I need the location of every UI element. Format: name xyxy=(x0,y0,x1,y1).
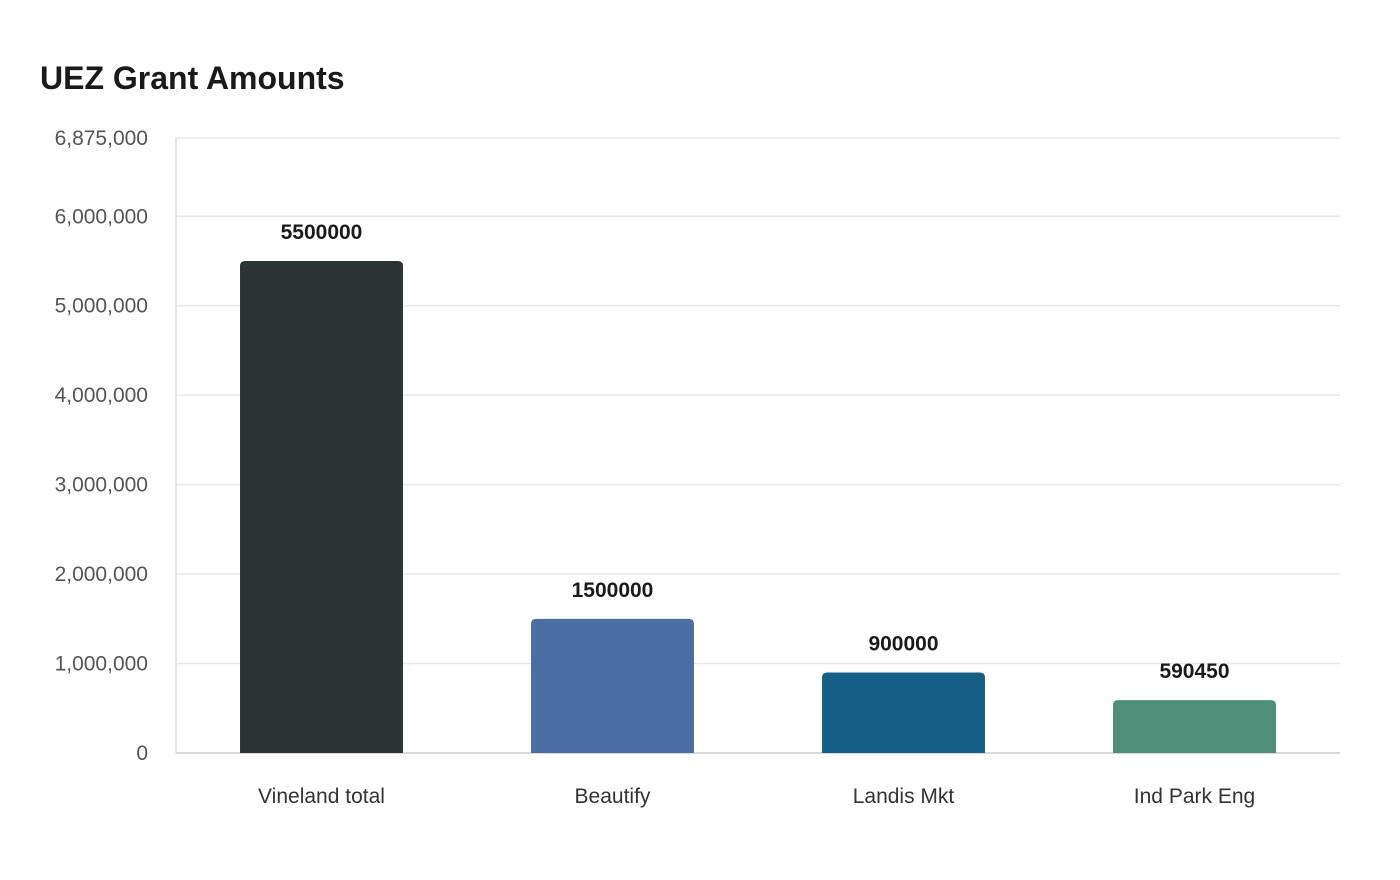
bar-ind-park-eng xyxy=(1113,700,1276,753)
data-label: 590450 xyxy=(1159,660,1229,683)
y-tick-label: 3,000,000 xyxy=(55,474,148,497)
y-tick-label: 5,000,000 xyxy=(55,295,148,318)
y-tick-label: 6,000,000 xyxy=(55,205,148,228)
bar-landis-mkt xyxy=(822,672,985,753)
chart-title: UEZ Grant Amounts xyxy=(40,60,345,96)
y-tick-label: 0 xyxy=(136,742,148,765)
y-tick-label: 1,000,000 xyxy=(55,653,148,676)
x-tick-label: Vineland total xyxy=(258,785,385,808)
data-label: 5500000 xyxy=(281,221,363,244)
data-label: 1500000 xyxy=(572,579,654,602)
y-tick-label: 4,000,000 xyxy=(55,384,148,407)
bar-beautify xyxy=(531,618,694,753)
y-tick-label: 6,875,000 xyxy=(55,127,148,150)
x-tick-label: Beautify xyxy=(575,785,651,808)
bar-vineland-total xyxy=(240,261,403,753)
x-tick-label: Ind Park Eng xyxy=(1134,785,1255,808)
data-label: 900000 xyxy=(868,632,938,655)
labels: 0 1,000,000 2,000,000 3,000,000 4,000,000 5,0… xyxy=(55,127,1256,808)
y-tick-label: 2,000,000 xyxy=(55,563,148,586)
x-tick-label: Landis Mkt xyxy=(853,785,955,808)
bars xyxy=(240,261,1276,753)
